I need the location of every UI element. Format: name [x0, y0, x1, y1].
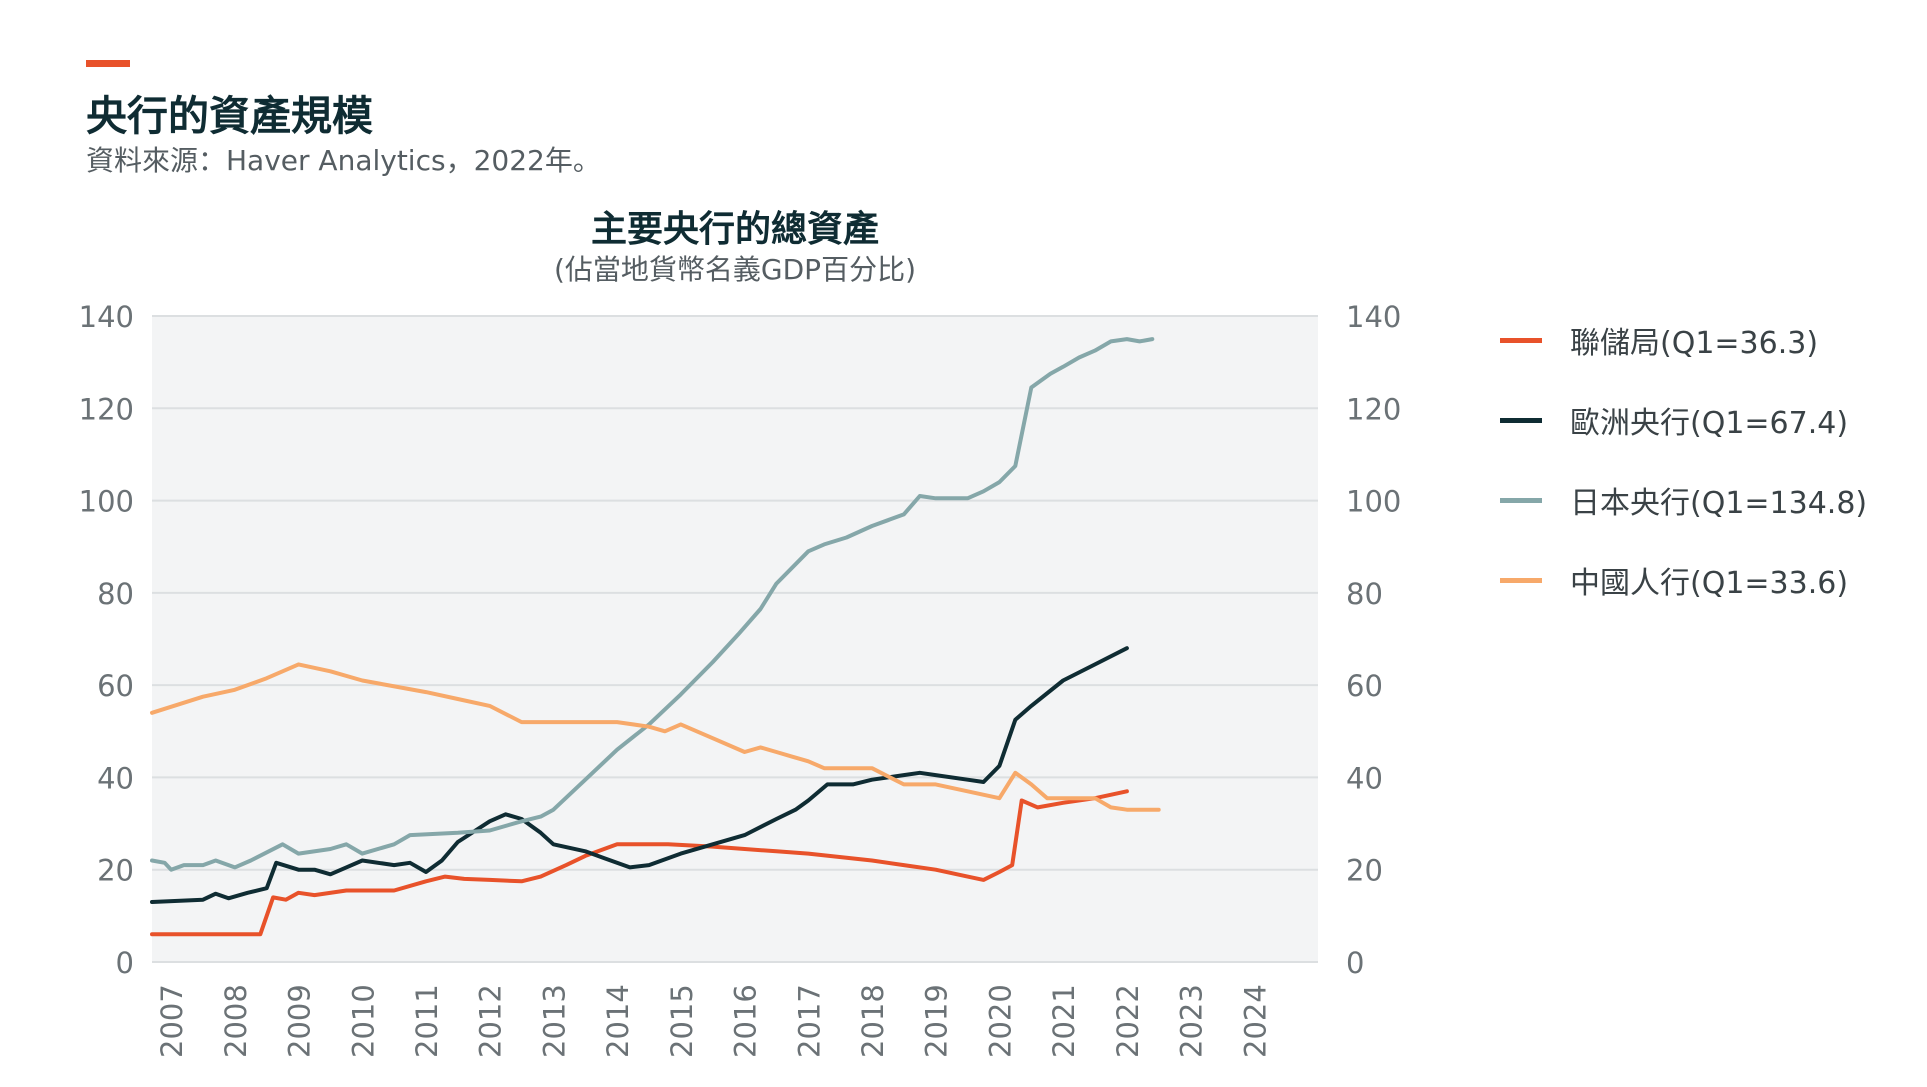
legend-item: 中國人行(Q1=33.6)	[1500, 540, 1867, 620]
x-tick-label: 2020	[983, 984, 1017, 1058]
accent-bar	[86, 60, 130, 67]
x-tick-label: 2016	[729, 984, 763, 1058]
y-tick-label-left: 60	[97, 669, 134, 703]
y-tick-label-right: 0	[1346, 946, 1364, 980]
legend-label: 日本央行(Q1=134.8)	[1570, 486, 1868, 521]
x-tick-label: 2024	[1238, 984, 1272, 1058]
y-tick-label-left: 20	[97, 854, 134, 888]
y-tick-label-right: 100	[1346, 485, 1401, 519]
x-tick-label: 2013	[537, 984, 571, 1058]
series-line	[150, 789, 1129, 937]
legend-swatch	[1500, 577, 1542, 583]
x-tick-label: 2023	[1175, 984, 1209, 1058]
series-line	[150, 646, 1129, 904]
y-tick-label-right: 120	[1346, 392, 1401, 426]
chart-legend: 聯儲局(Q1=36.3) 歐洲央行(Q1=67.4) 日本央行(Q1=134.8) 中…	[1500, 300, 1867, 620]
x-tick-label: 2022	[1111, 984, 1145, 1058]
legend-swatch	[1500, 497, 1542, 503]
y-tick-label-right: 80	[1346, 577, 1383, 611]
y-tick-label-left: 120	[79, 392, 134, 426]
x-tick-label: 2011	[410, 984, 444, 1058]
x-tick-label: 2009	[283, 984, 317, 1058]
y-tick-label-left: 140	[79, 300, 134, 334]
chart-title: 主要央行的總資產	[590, 209, 879, 250]
y-tick-label-left: 80	[97, 577, 134, 611]
legend-label: 中國人行(Q1=33.6)	[1570, 566, 1849, 601]
legend-label: 聯儲局(Q1=36.3)	[1570, 326, 1819, 361]
x-tick-label: 2012	[474, 984, 508, 1058]
legend-label: 歐洲央行(Q1=67.4)	[1570, 406, 1849, 441]
y-tick-label-left: 0	[116, 946, 134, 980]
legend-item: 聯儲局(Q1=36.3)	[1500, 300, 1867, 380]
x-tick-label: 2018	[856, 984, 890, 1058]
x-tick-label: 2019	[920, 984, 954, 1058]
x-tick-label: 2015	[665, 984, 699, 1058]
y-tick-label-right: 60	[1346, 669, 1383, 703]
chart-subtitle: (佔當地貨幣名義GDP百分比)	[554, 253, 916, 286]
x-tick-label: 2010	[346, 984, 380, 1058]
legend-swatch	[1500, 417, 1542, 423]
x-tick-label: 2021	[1047, 984, 1081, 1058]
series-line	[150, 662, 1161, 812]
legend-swatch	[1500, 337, 1542, 343]
x-tick-label: 2007	[155, 984, 189, 1058]
y-tick-label-right: 140	[1346, 300, 1401, 334]
source-note: 資料來源：Haver Analytics，2022年。	[86, 144, 601, 177]
y-tick-label-left: 100	[79, 485, 134, 519]
x-tick-label: 2017	[792, 984, 826, 1058]
y-tick-label-right: 40	[1346, 761, 1383, 795]
legend-item: 日本央行(Q1=134.8)	[1500, 460, 1867, 540]
page-title: 央行的資產規模	[86, 92, 373, 140]
x-tick-label: 2008	[219, 984, 253, 1058]
legend-item: 歐洲央行(Q1=67.4)	[1500, 380, 1867, 460]
x-tick-label: 2014	[601, 984, 635, 1058]
series-line	[150, 337, 1155, 872]
y-tick-label-right: 20	[1346, 854, 1383, 888]
y-tick-label-left: 40	[97, 761, 134, 795]
